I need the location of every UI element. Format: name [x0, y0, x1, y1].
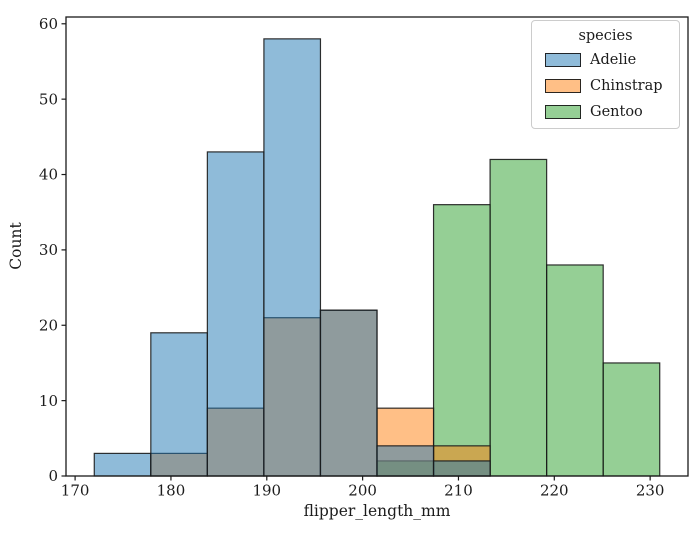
y-axis-label: Count: [7, 222, 25, 270]
legend-item-chinstrap: Chinstrap: [540, 73, 671, 99]
y-tick-label: 0: [48, 467, 58, 485]
legend-swatch-chinstrap: [545, 79, 581, 93]
hist-bar: [602, 362, 661, 477]
x-axis: 170 180 190 200 210 220 230: [61, 476, 665, 500]
x-tick-label: 230: [636, 482, 665, 500]
x-tick-label: 180: [157, 482, 186, 500]
hist-bar: [93, 452, 152, 477]
hist-bar: [263, 38, 322, 477]
hist-bar: [432, 460, 491, 477]
y-tick-label: 60: [39, 15, 58, 33]
hist-bar: [546, 264, 604, 477]
hist-bar: [150, 332, 208, 477]
hist-bar: [376, 445, 435, 477]
legend-item-gentoo: Gentoo: [540, 99, 671, 125]
hist-bar: [489, 158, 548, 477]
x-axis-label: flipper_length_mm: [303, 502, 451, 520]
legend-label: Chinstrap: [590, 78, 663, 94]
legend-item-adelie: Adelie: [540, 47, 671, 73]
x-tick-label: 170: [61, 482, 90, 500]
legend-swatch-adelie: [545, 53, 581, 67]
legend-label: Gentoo: [590, 104, 643, 120]
y-tick-label: 50: [39, 90, 58, 108]
y-tick-label: 20: [39, 316, 58, 334]
x-tick-label: 190: [252, 482, 281, 500]
bars-gentoo: [376, 158, 661, 477]
y-tick-label: 30: [39, 241, 58, 259]
plot-border: [65, 16, 689, 477]
legend: species Adelie Chinstrap Gentoo: [531, 20, 680, 129]
x-tick-label: 210: [444, 482, 473, 500]
y-axis: 0 10 20 30 40 50 60: [39, 15, 66, 485]
legend-label: Adelie: [590, 52, 637, 68]
x-tick-label: 200: [348, 482, 377, 500]
hist-bar: [432, 204, 491, 477]
x-tick-label: 220: [540, 482, 569, 500]
y-tick-label: 40: [39, 166, 58, 184]
legend-title: species: [578, 28, 633, 44]
bars-adelie: [93, 38, 491, 477]
hist-bar: [206, 151, 265, 477]
y-tick-label: 10: [39, 392, 58, 410]
legend-swatch-gentoo: [545, 105, 581, 119]
hist-bar: [319, 309, 378, 477]
